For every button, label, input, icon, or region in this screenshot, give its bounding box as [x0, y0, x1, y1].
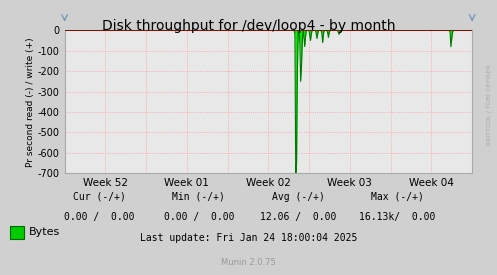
Y-axis label: Pr second read (-) / write (+): Pr second read (-) / write (+) [26, 37, 35, 167]
Text: 16.13k/  0.00: 16.13k/ 0.00 [359, 212, 436, 222]
Text: 0.00 /  0.00: 0.00 / 0.00 [64, 212, 135, 222]
Text: 12.06 /  0.00: 12.06 / 0.00 [260, 212, 336, 222]
Text: Avg (-/+): Avg (-/+) [272, 192, 325, 202]
Text: Munin 2.0.75: Munin 2.0.75 [221, 258, 276, 267]
Text: Min (-/+): Min (-/+) [172, 192, 225, 202]
Text: Max (-/+): Max (-/+) [371, 192, 424, 202]
Text: Bytes: Bytes [29, 227, 60, 237]
Text: Disk throughput for /dev/loop4 - by month: Disk throughput for /dev/loop4 - by mont… [102, 19, 395, 33]
Text: Cur (-/+): Cur (-/+) [73, 192, 126, 202]
Text: 0.00 /  0.00: 0.00 / 0.00 [164, 212, 234, 222]
Text: RRDTOOL / TOBI OETIKER: RRDTOOL / TOBI OETIKER [486, 64, 491, 145]
Text: Last update: Fri Jan 24 18:00:04 2025: Last update: Fri Jan 24 18:00:04 2025 [140, 233, 357, 243]
